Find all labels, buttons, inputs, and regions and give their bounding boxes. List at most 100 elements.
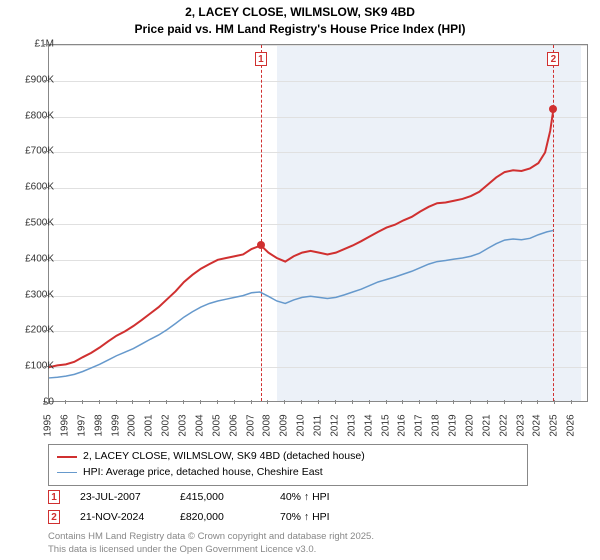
x-tick — [318, 400, 319, 404]
sale-row-2: 2 21-NOV-2024 £820,000 70% ↑ HPI — [48, 510, 360, 524]
y-tick — [44, 366, 48, 367]
x-axis-label: 2014 — [363, 411, 374, 441]
x-axis-label: 2010 — [296, 411, 307, 441]
sale-marker-2: 2 — [547, 52, 559, 66]
footer-text: Contains HM Land Registry data © Crown c… — [48, 531, 374, 556]
sale-marker-1: 1 — [255, 52, 267, 66]
legend-label: 2, LACEY CLOSE, WILMSLOW, SK9 4BD (detac… — [83, 449, 365, 465]
x-axis-label: 2004 — [194, 411, 205, 441]
title-line1: 2, LACEY CLOSE, WILMSLOW, SK9 4BD — [0, 4, 600, 21]
x-axis-label: 2020 — [464, 411, 475, 441]
y-tick — [44, 151, 48, 152]
x-axis-label: 2022 — [498, 411, 509, 441]
title-block: 2, LACEY CLOSE, WILMSLOW, SK9 4BD Price … — [0, 0, 600, 38]
x-tick — [132, 400, 133, 404]
sale-price: £820,000 — [180, 511, 260, 523]
x-axis-label: 2017 — [414, 411, 425, 441]
x-tick — [436, 400, 437, 404]
x-tick — [571, 400, 572, 404]
x-axis-label: 2018 — [431, 411, 442, 441]
legend-row: HPI: Average price, detached house, Ches… — [57, 465, 519, 481]
chart-plot-area: 12 — [48, 44, 588, 402]
x-tick — [183, 400, 184, 404]
x-tick — [251, 400, 252, 404]
x-axis-label: 2016 — [397, 411, 408, 441]
x-tick — [200, 400, 201, 404]
x-axis-label: 1995 — [43, 411, 54, 441]
x-axis-label: 1996 — [59, 411, 70, 441]
x-tick — [419, 400, 420, 404]
x-axis-label: 1998 — [93, 411, 104, 441]
x-tick — [217, 400, 218, 404]
x-tick — [554, 400, 555, 404]
sale-dot-2 — [549, 105, 557, 113]
y-tick — [44, 80, 48, 81]
sale-delta: 70% ↑ HPI — [280, 511, 360, 523]
x-axis-label: 2008 — [262, 411, 273, 441]
x-axis-label: 2007 — [245, 411, 256, 441]
x-axis-label: 2015 — [380, 411, 391, 441]
x-axis-label: 2011 — [313, 411, 324, 441]
footer-line2: This data is licensed under the Open Gov… — [48, 544, 374, 556]
x-tick — [521, 400, 522, 404]
x-axis-label: 2024 — [532, 411, 543, 441]
y-tick — [44, 259, 48, 260]
x-tick — [453, 400, 454, 404]
y-tick — [44, 116, 48, 117]
x-axis-label: 2012 — [329, 411, 340, 441]
y-axis-label: £400K — [25, 253, 54, 264]
chart-svg — [49, 45, 587, 401]
x-tick — [99, 400, 100, 404]
footer-line1: Contains HM Land Registry data © Crown c… — [48, 531, 374, 543]
x-tick — [369, 400, 370, 404]
x-tick — [504, 400, 505, 404]
x-tick — [301, 400, 302, 404]
sale-date: 23-JUL-2007 — [80, 491, 160, 503]
y-axis-label: £600K — [25, 182, 54, 193]
y-axis-label: £200K — [25, 325, 54, 336]
x-tick — [335, 400, 336, 404]
sale-num-box: 2 — [48, 510, 60, 524]
x-axis-label: 2005 — [211, 411, 222, 441]
x-tick — [402, 400, 403, 404]
x-axis-label: 2026 — [566, 411, 577, 441]
sale-price: £415,000 — [180, 491, 260, 503]
x-axis-label: 2021 — [481, 411, 492, 441]
x-tick — [487, 400, 488, 404]
legend-swatch — [57, 456, 77, 458]
x-tick — [234, 400, 235, 404]
x-axis-label: 2009 — [279, 411, 290, 441]
y-tick — [44, 330, 48, 331]
x-axis-label: 2003 — [178, 411, 189, 441]
y-axis-label: £100K — [25, 361, 54, 372]
x-axis-label: 2013 — [346, 411, 357, 441]
sale-dot-1 — [257, 241, 265, 249]
x-tick — [537, 400, 538, 404]
x-tick — [267, 400, 268, 404]
y-tick — [44, 44, 48, 45]
legend-label: HPI: Average price, detached house, Ches… — [83, 465, 323, 481]
x-axis-label: 2019 — [448, 411, 459, 441]
sale-row-1: 1 23-JUL-2007 £415,000 40% ↑ HPI — [48, 490, 360, 504]
legend-swatch — [57, 472, 77, 473]
x-tick — [470, 400, 471, 404]
sale-date: 21-NOV-2024 — [80, 511, 160, 523]
series-price_paid — [49, 109, 553, 367]
y-axis-label: £500K — [25, 218, 54, 229]
x-axis-label: 1997 — [76, 411, 87, 441]
x-axis-label: 2002 — [161, 411, 172, 441]
y-tick — [44, 187, 48, 188]
legend-row: 2, LACEY CLOSE, WILMSLOW, SK9 4BD (detac… — [57, 449, 519, 465]
sale-num-box: 1 — [48, 490, 60, 504]
x-axis-label: 2006 — [228, 411, 239, 441]
y-axis-label: £700K — [25, 146, 54, 157]
x-tick — [386, 400, 387, 404]
y-tick — [44, 295, 48, 296]
title-line2: Price paid vs. HM Land Registry's House … — [0, 21, 600, 38]
sale-delta: 40% ↑ HPI — [280, 491, 360, 503]
chart-container: 2, LACEY CLOSE, WILMSLOW, SK9 4BD Price … — [0, 0, 600, 560]
x-axis-label: 2023 — [515, 411, 526, 441]
x-tick — [116, 400, 117, 404]
y-axis-label: £800K — [25, 110, 54, 121]
x-axis-label: 2000 — [127, 411, 138, 441]
